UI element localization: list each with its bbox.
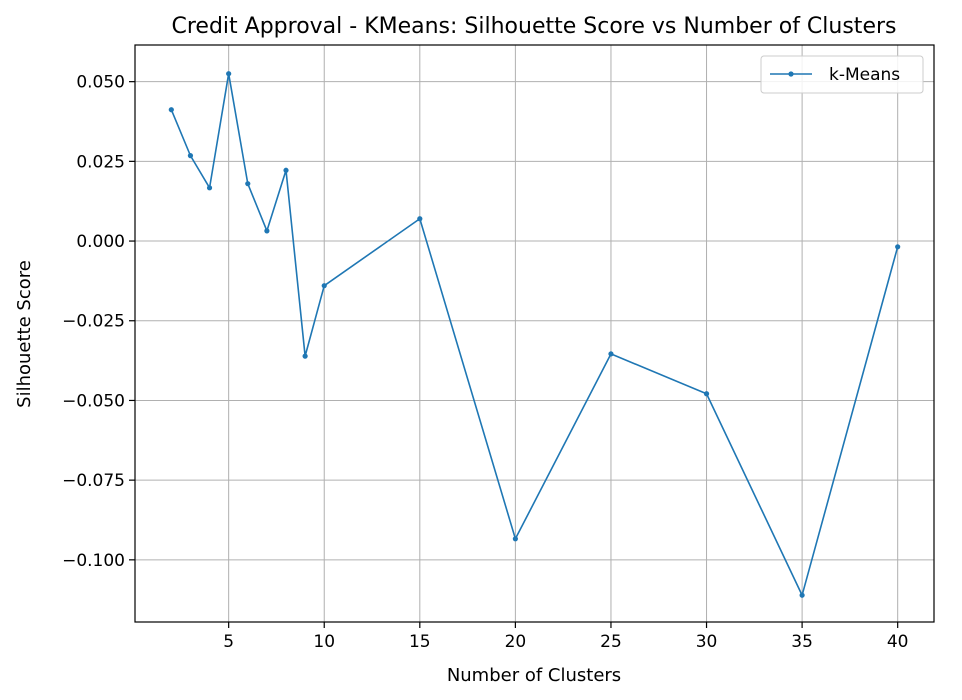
x-tick-label: 10 — [313, 632, 335, 652]
grid-lines — [135, 45, 934, 622]
data-point — [321, 283, 327, 289]
legend-box — [760, 55, 924, 94]
data-point — [895, 244, 901, 250]
plot-frame — [134, 44, 935, 623]
chart-title: Credit Approval - KMeans: Silhouette Sco… — [172, 14, 897, 39]
x-tick-label: 25 — [600, 632, 622, 652]
legend: k-Means — [760, 55, 924, 94]
legend-marker-swatch — [788, 71, 794, 77]
x-tick-label: 35 — [791, 632, 813, 652]
y-tick-label: 0.050 — [76, 73, 125, 93]
x-tick-label: 40 — [887, 632, 909, 652]
x-tick-label: 15 — [409, 632, 431, 652]
legend-label-k-means: k-Means — [829, 65, 900, 85]
data-point — [283, 167, 289, 173]
data-point — [187, 153, 194, 159]
plot-area — [135, 45, 934, 622]
data-point — [302, 353, 308, 359]
data-point — [226, 71, 232, 77]
data-point — [512, 536, 518, 542]
y-tick-label: −0.050 — [62, 391, 125, 411]
data-point — [703, 391, 710, 397]
series-layer — [168, 71, 901, 598]
y-tick-label: 0.025 — [76, 152, 125, 172]
data-point — [608, 351, 614, 357]
x-tick-label: 5 — [223, 632, 234, 652]
y-tick-label: −0.100 — [62, 551, 125, 571]
data-point — [417, 216, 423, 222]
y-tick-label: −0.075 — [62, 471, 125, 491]
data-point — [245, 181, 251, 187]
data-point — [168, 107, 174, 113]
y-axis-label: Silhouette Score — [14, 260, 35, 408]
x-tick-label: 20 — [505, 632, 527, 652]
data-point — [264, 228, 270, 234]
y-axis-ticks: 0.050 0.025 0.000 −0.025 −0.050 −0.075 −0.100 — [62, 73, 135, 571]
x-axis-label: Number of Clusters — [447, 665, 621, 686]
y-tick-label: 0.000 — [76, 232, 125, 252]
data-point — [206, 185, 213, 191]
y-tick-label: −0.025 — [62, 312, 125, 332]
x-tick-label: 30 — [696, 632, 718, 652]
x-axis-ticks: 5 10 15 20 25 30 35 40 — [223, 622, 909, 652]
data-point — [799, 592, 805, 598]
